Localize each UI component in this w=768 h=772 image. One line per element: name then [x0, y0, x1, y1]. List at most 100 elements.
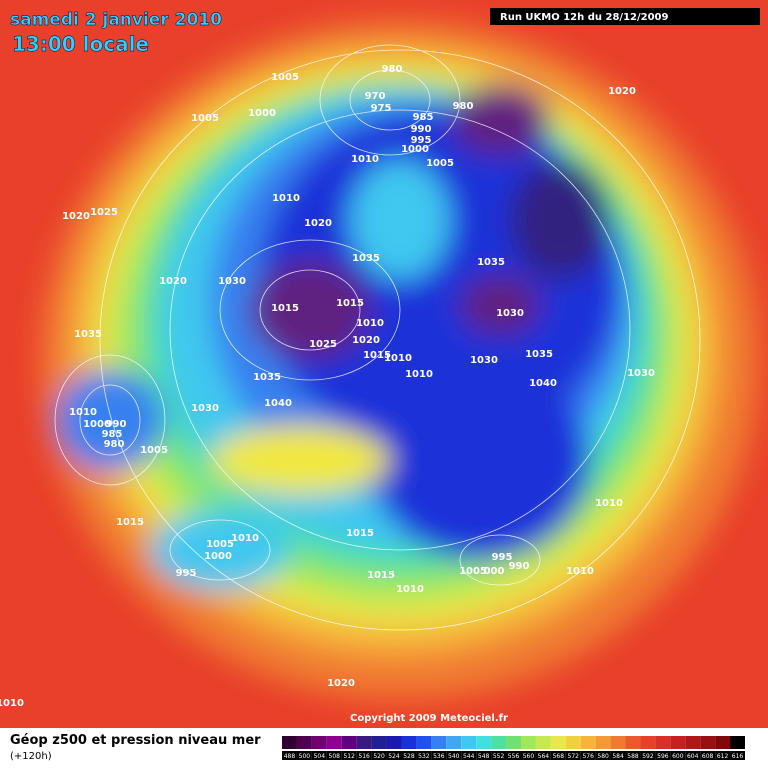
isobar-label: 995: [492, 552, 513, 563]
scale-swatch: [685, 736, 701, 749]
scale-swatch: [670, 736, 686, 749]
scale-label-bg: [491, 751, 507, 760]
scale-swatch: [461, 736, 477, 749]
isobar-label: 1010: [0, 698, 24, 709]
scale-label: 528: [403, 753, 415, 760]
isobar-label: 1025: [309, 339, 337, 350]
scale-label: 576: [582, 753, 594, 760]
isobar-label: 1005: [426, 158, 454, 169]
isobar-label: 980: [453, 101, 474, 112]
scale-swatch: [341, 736, 357, 749]
scale-label: 616: [732, 753, 744, 760]
scale-label: 548: [478, 753, 490, 760]
scale-label: 516: [358, 753, 370, 760]
isobar-label: 990: [509, 561, 530, 572]
isobar-label: 1035: [74, 329, 102, 340]
scale-label-bg: [282, 751, 297, 760]
isobar-label: 1035: [253, 372, 281, 383]
scale-label: 592: [642, 753, 654, 760]
scale-label-bg: [520, 751, 536, 760]
isobar-label: 995: [176, 568, 197, 579]
scale-swatch: [371, 736, 387, 749]
isobar-label: 1040: [264, 398, 292, 409]
isobar-label: 1005: [459, 566, 487, 577]
geopotential-field: [0, 0, 768, 728]
scale-swatch: [476, 736, 492, 749]
isobar-label: 1010: [351, 154, 379, 165]
scale-label-bg: [640, 751, 656, 760]
isobar-label: 975: [371, 103, 392, 114]
isobar-label: 1000: [248, 108, 276, 119]
scale-label: 504: [314, 753, 326, 760]
scale-label: 596: [657, 753, 669, 760]
isobar-label: 1030: [218, 276, 246, 287]
scale-swatch: [535, 736, 551, 749]
scale-label-bg: [595, 751, 611, 760]
scale-swatch: [491, 736, 507, 749]
copyright: Copyright 2009 Meteociel.fr: [350, 713, 508, 724]
run-label: Run UKMO 12h du 28/12/2009: [500, 12, 669, 23]
scale-label: 556: [508, 753, 520, 760]
scale-swatch: [730, 736, 745, 749]
scale-swatch: [715, 736, 731, 749]
map-time: 13:00 locale: [12, 32, 149, 56]
isobars: [54, 44, 701, 631]
scale-swatch: [580, 736, 596, 749]
isobar-label: 1015: [336, 298, 364, 309]
scale-label: 568: [553, 753, 565, 760]
scale-label: 488: [284, 753, 296, 760]
scale-label-bg: [730, 751, 745, 760]
scale-swatch: [326, 736, 342, 749]
scale-swatch: [311, 736, 327, 749]
scale-label-bg: [326, 751, 342, 760]
scale-swatch: [401, 736, 417, 749]
scale-label-bg: [655, 751, 671, 760]
scale-swatch: [386, 736, 402, 749]
scale-label-bg: [700, 751, 716, 760]
scale-label: 552: [493, 753, 505, 760]
scale-label: 564: [538, 753, 550, 760]
isobar-label: 1030: [470, 355, 498, 366]
scale-label: 520: [373, 753, 385, 760]
footer: Géop z500 et pression niveau mer (+120h)…: [0, 728, 768, 768]
scale-swatch: [446, 736, 462, 749]
isobar-label: 980: [104, 439, 125, 450]
run-box: [490, 8, 760, 25]
scale-swatch: [625, 736, 641, 749]
scale-label-bg: [625, 751, 641, 760]
scale-swatch: [506, 736, 521, 749]
footer-title: Géop z500 et pression niveau mer: [10, 733, 261, 748]
scale-label: 584: [612, 753, 624, 760]
isobar-label: 1010: [566, 566, 594, 577]
scale-label-bg: [476, 751, 492, 760]
isobar-label: 980: [382, 64, 403, 75]
scale-label: 508: [329, 753, 341, 760]
isobar-label: 1015: [271, 303, 299, 314]
scale-label-bg: [565, 751, 581, 760]
scale-label-bg: [401, 751, 417, 760]
scale-swatch: [610, 736, 626, 749]
scale-label-bg: [670, 751, 686, 760]
scale-label: 572: [568, 753, 580, 760]
isobar-label: 1010: [396, 584, 424, 595]
scale-label-bg: [431, 751, 447, 760]
isobar-label: 1010: [405, 369, 433, 380]
isobar-label: 1000: [83, 419, 111, 430]
isobar-label: 1035: [477, 257, 505, 268]
scale-label: 588: [627, 753, 639, 760]
scale-label-bg: [550, 751, 566, 760]
map-title: samedi 2 janvier 2010: [10, 10, 222, 30]
isobar-label: 1010: [69, 407, 97, 418]
isobar-label: 990: [106, 419, 127, 430]
isobar-label: 995: [411, 135, 432, 146]
isobar-label: 1015: [346, 528, 374, 539]
footer-lead: (+120h): [10, 751, 52, 762]
isobar-label: 1005: [191, 113, 219, 124]
isobar-label: 1020: [304, 218, 332, 229]
isobar-label: 1020: [608, 86, 636, 97]
isobar-label: 1030: [627, 368, 655, 379]
scale-label-bg: [446, 751, 462, 760]
scale-label: 608: [702, 753, 714, 760]
scale-swatch: [700, 736, 716, 749]
